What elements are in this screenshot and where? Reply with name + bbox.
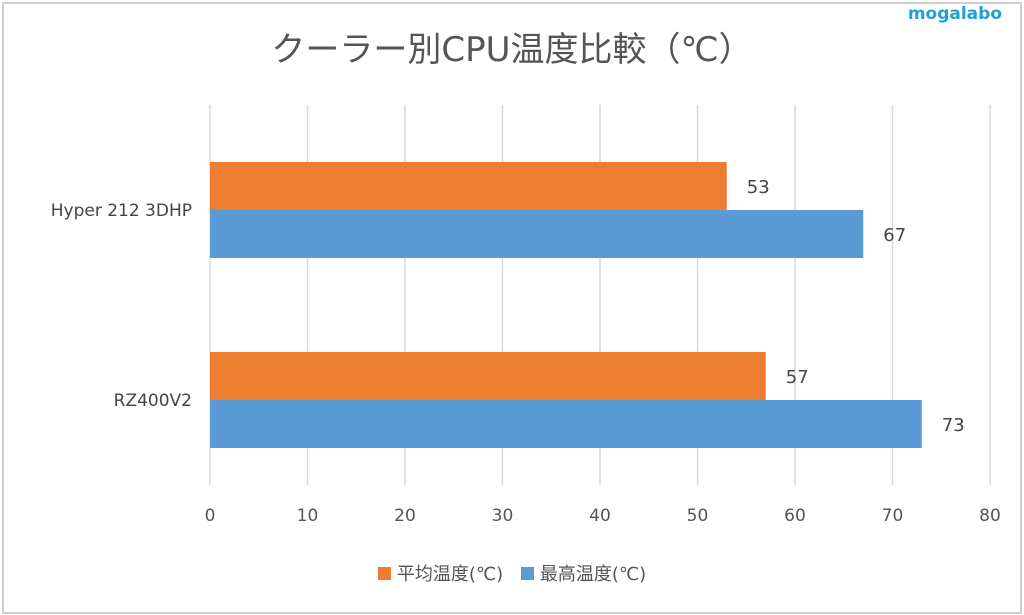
legend-label-avg: 平均温度(℃) [396,564,504,585]
x-tick-label: 70 [882,506,904,526]
x-tick-label: 10 [297,506,319,526]
legend-label-max: 最高温度(℃) [539,564,647,585]
bar-avg [210,162,727,210]
data-label: 57 [786,367,809,388]
data-label: 73 [942,415,965,436]
category-label: RZ400V2 [114,391,192,411]
category-label: Hyper 212 3DHP [51,201,192,221]
x-tick-label: 50 [687,506,709,526]
x-tick-label: 40 [589,506,611,526]
bar-max [210,400,922,448]
watermark-logo: mogalabo [907,4,1002,24]
chart-title: クーラー別CPU温度比較（℃） [271,30,753,70]
x-tick-label: 20 [394,506,416,526]
legend-swatch-max [520,566,534,580]
x-tick-label: 0 [205,506,216,526]
data-label: 67 [883,225,906,246]
legend-item-avg: 平均温度(℃) [377,560,504,586]
x-tick-label: 30 [492,506,514,526]
x-tick-label: 80 [979,506,1001,526]
x-tick-label: 60 [784,506,806,526]
data-label: 53 [747,177,770,198]
legend-swatch-avg [377,566,391,580]
legend: 平均温度(℃) 最高温度(℃) [0,560,1024,586]
legend-item-max: 最高温度(℃) [520,560,647,586]
bar-avg [210,352,766,400]
bar-max [210,210,864,258]
